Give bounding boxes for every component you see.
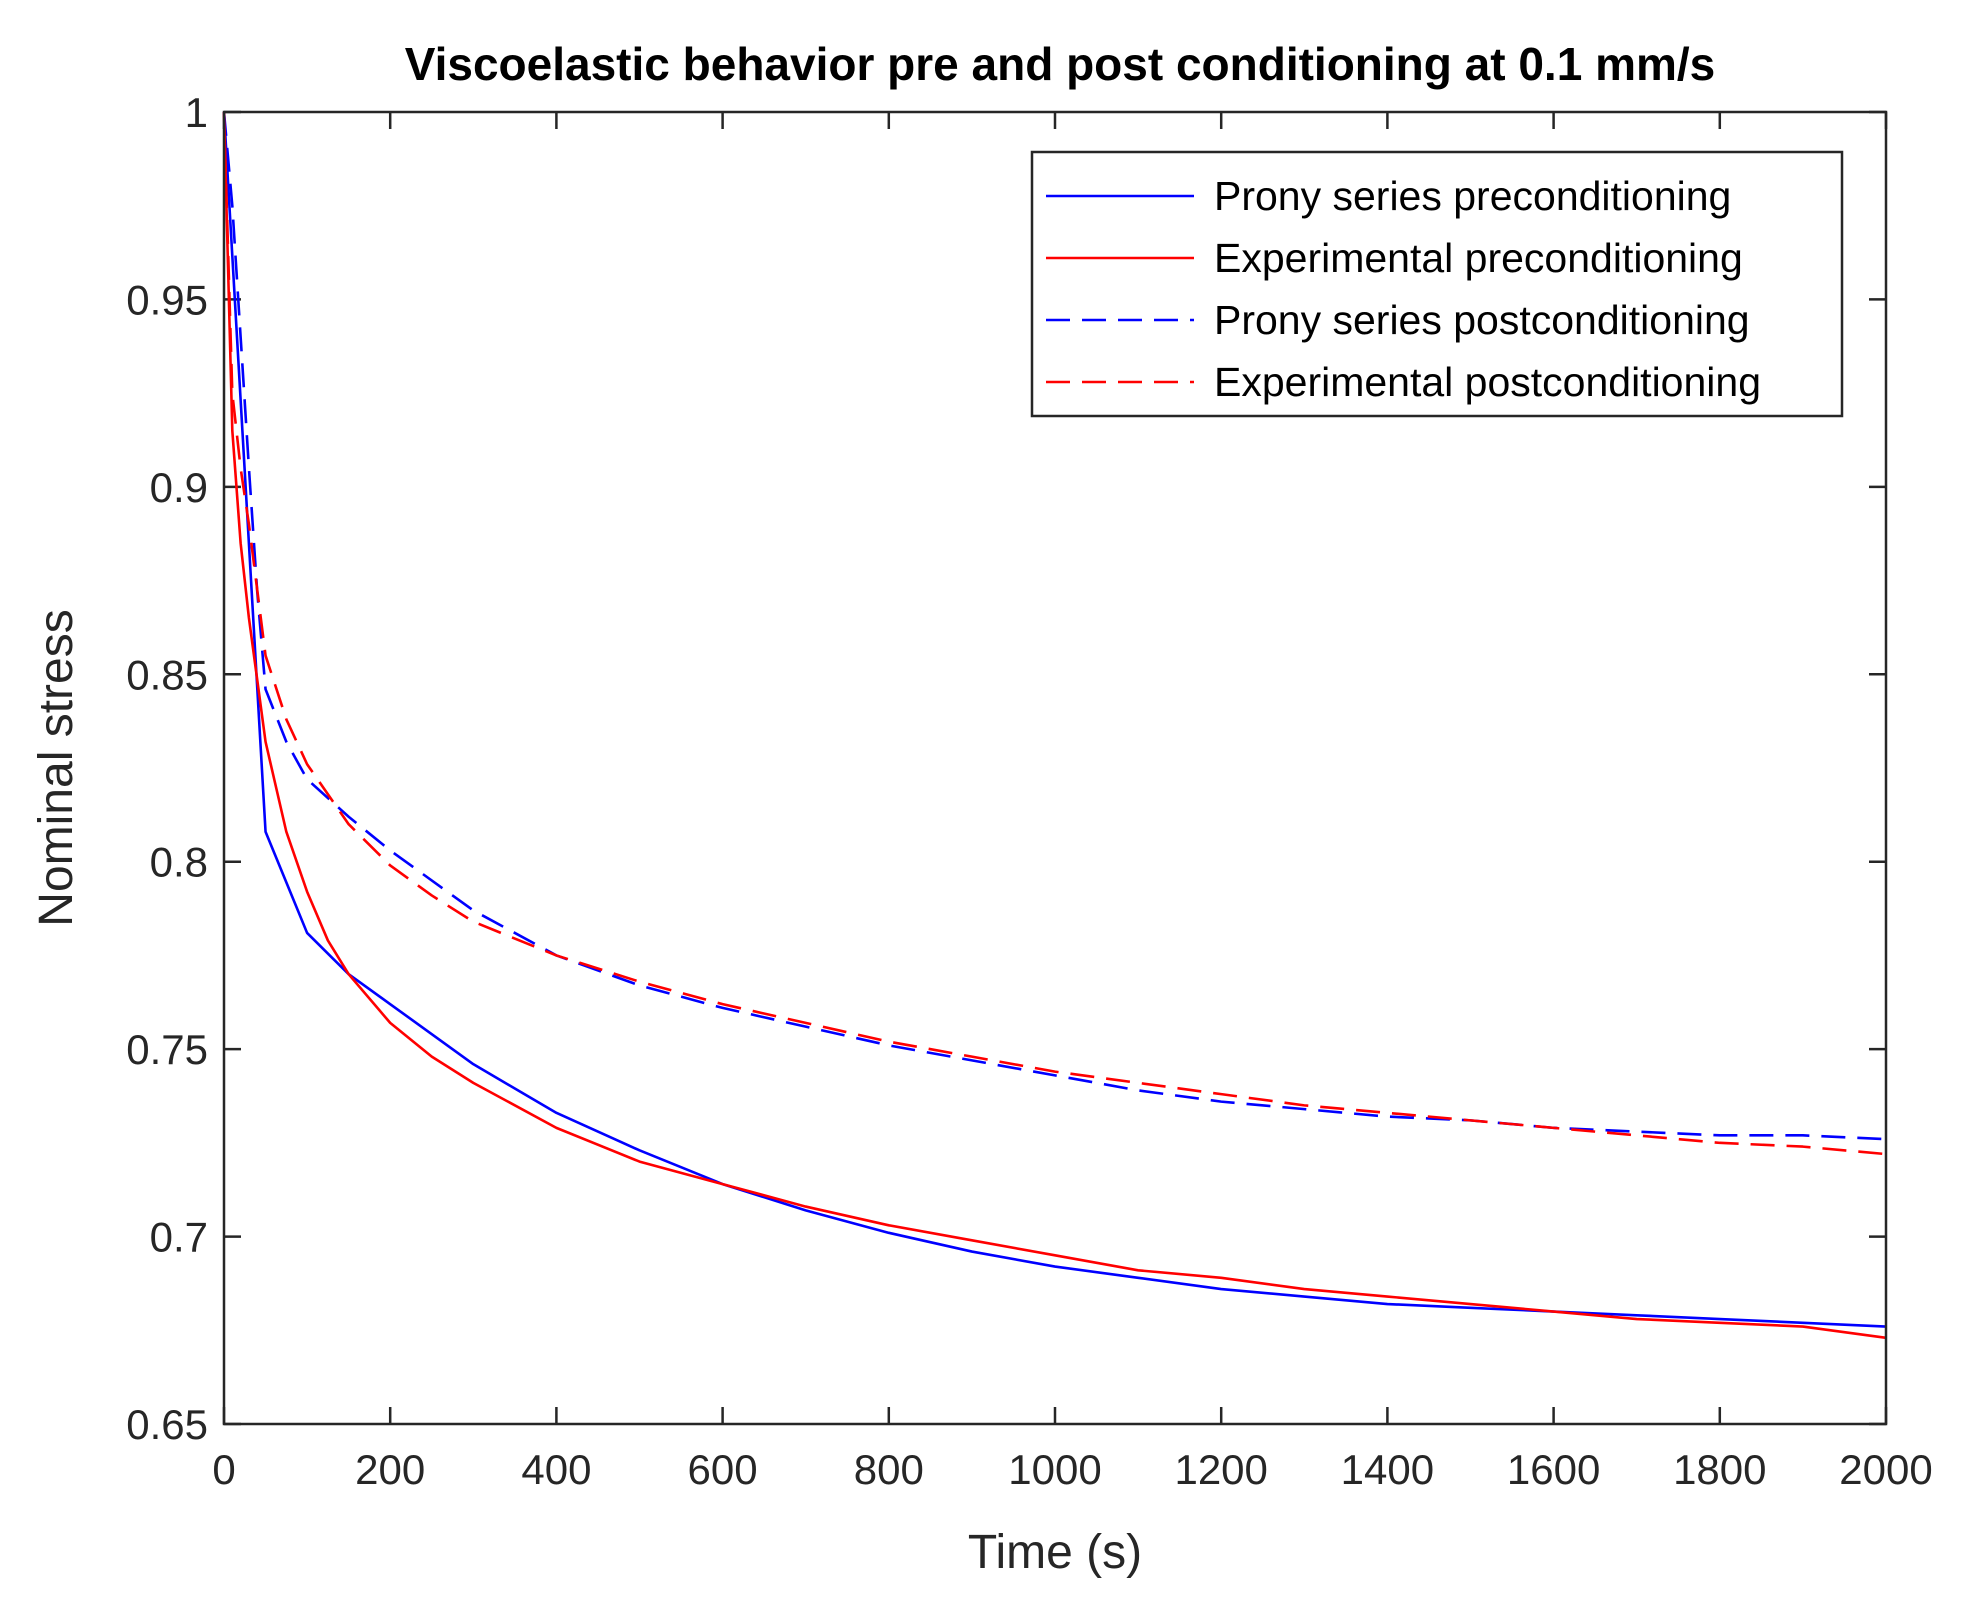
y-tick-label: 0.9 — [150, 464, 208, 511]
y-tick-label: 0.7 — [150, 1214, 208, 1261]
x-tick-label: 1600 — [1507, 1446, 1600, 1493]
y-tick-label: 0.65 — [126, 1401, 208, 1448]
legend-label-3: Prony series postconditioning — [1214, 297, 1750, 343]
x-tick-label: 1400 — [1341, 1446, 1434, 1493]
plot-frame — [222, 110, 1888, 1426]
legend-label-2: Experimental preconditioning — [1214, 235, 1743, 281]
legend-label-4: Experimental postconditioning — [1214, 359, 1761, 405]
x-tick-label: 400 — [521, 1446, 591, 1493]
x-tick-label: 600 — [688, 1446, 758, 1493]
legend: Prony series preconditioning Experimental… — [1030, 150, 1844, 418]
y-tick-label: 0.95 — [126, 276, 208, 323]
y-tick-label: 0.8 — [150, 839, 208, 886]
x-axis-label: Time (s) — [968, 1526, 1142, 1579]
y-tick-label: 1 — [185, 89, 208, 136]
plot-lines — [222, 111, 1887, 1340]
series-line-2 — [222, 111, 1887, 1340]
x-tick-label: 0 — [212, 1446, 235, 1493]
x-tick-label: 800 — [854, 1446, 924, 1493]
x-tick-label: 2000 — [1839, 1446, 1932, 1493]
x-tick-label: 1000 — [1008, 1446, 1101, 1493]
x-tick-label: 1200 — [1174, 1446, 1267, 1493]
chart-title: Viscoelastic behavior pre and post condi… — [405, 38, 1715, 90]
legend-label-1: Prony series preconditioning — [1214, 173, 1731, 219]
y-tick-label: 0.85 — [126, 651, 208, 698]
x-tick-label: 1800 — [1673, 1446, 1766, 1493]
y-tick-label: 0.75 — [126, 1026, 208, 1073]
series-line-4 — [222, 111, 1887, 1156]
x-tick-label: 200 — [355, 1446, 425, 1493]
y-axis-label: Nominal stress — [30, 609, 83, 926]
tick-labels: 0 200 400 600 800 1000 1200 1400 1600 1800 2000 0.6… — [126, 89, 1932, 1493]
